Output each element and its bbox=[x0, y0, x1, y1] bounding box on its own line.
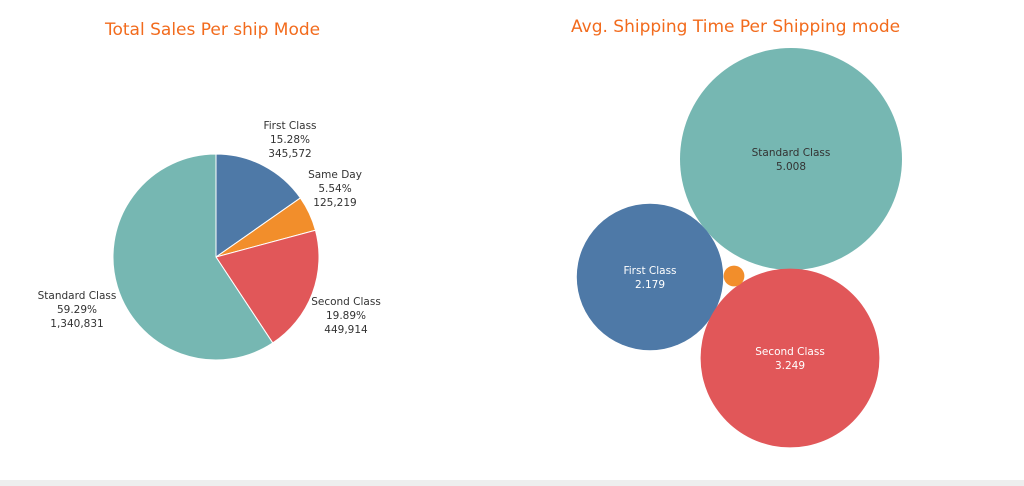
pie-slice-standard-class[interactable] bbox=[112, 153, 274, 361]
pie-chart-title: Total Sales Per ship Mode bbox=[105, 20, 321, 40]
pie-slice-second-class[interactable] bbox=[215, 229, 320, 344]
pie-label-second-class: Second Class 19.89% 449,914 bbox=[311, 296, 381, 336]
bubble-label-second-class: Second Class 3.249 bbox=[755, 346, 825, 372]
pie-slice-first-class[interactable] bbox=[215, 153, 302, 258]
bubble-label-standard-class: Standard Class 5.008 bbox=[752, 147, 831, 173]
pie-label-standard-class: Standard Class 59.29% 1,340,831 bbox=[38, 290, 117, 330]
bubble-second-class[interactable] bbox=[700, 268, 880, 448]
bubble-first-class[interactable] bbox=[576, 203, 724, 351]
bubble-same-day[interactable] bbox=[723, 265, 745, 287]
bottom-divider bbox=[0, 480, 1024, 486]
bubble-standard-class[interactable] bbox=[680, 48, 902, 270]
bubble-label-first-class: First Class 2.179 bbox=[623, 265, 676, 291]
pie-label-first-class: First Class 15.28% 345,572 bbox=[263, 120, 316, 160]
pie-label-same-day: Same Day 5.54% 125,219 bbox=[308, 169, 362, 209]
bubble-chart-title: Avg. Shipping Time Per Shipping mode bbox=[571, 17, 901, 37]
